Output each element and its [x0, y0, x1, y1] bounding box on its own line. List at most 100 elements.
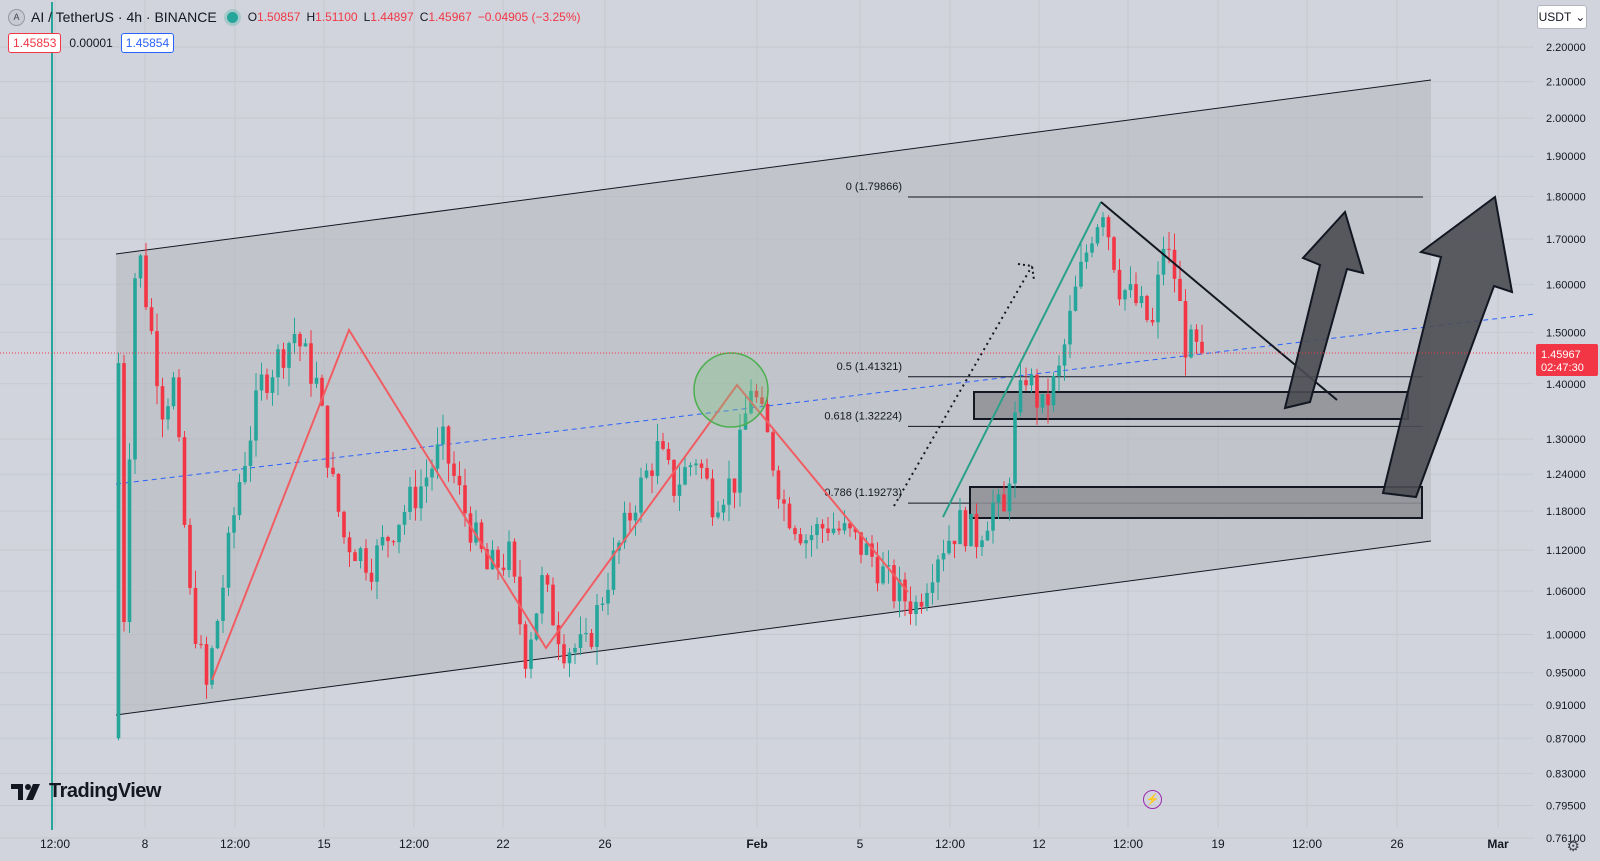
- x-tick-label: 12:00: [1292, 837, 1322, 851]
- close-value: 1.45967: [428, 10, 472, 24]
- symbol-title[interactable]: AI / TetherUS · 4h · BINANCE: [31, 9, 217, 25]
- candle: [138, 254, 143, 288]
- candle: [1057, 355, 1061, 392]
- candle: [870, 535, 874, 568]
- candle: [963, 506, 968, 552]
- support-zone-lower[interactable]: [969, 486, 1423, 519]
- candle: [919, 593, 924, 614]
- x-tick-label: 12:00: [40, 837, 70, 851]
- candle: [1095, 224, 1100, 247]
- candle: [243, 452, 247, 485]
- candle: [974, 503, 979, 559]
- channel-lower-line[interactable]: [115, 540, 1432, 716]
- candle: [160, 377, 165, 438]
- bar-countdown: 02:47:30: [1541, 362, 1584, 374]
- currency-selector[interactable]: USDT ⌄: [1537, 5, 1587, 29]
- candle: [831, 512, 836, 536]
- candle: [760, 386, 764, 407]
- y-tick-label: 1.60000: [1546, 279, 1586, 291]
- x-tick-label: 8: [142, 837, 149, 851]
- fib-level-label: 0 (1.79866): [846, 181, 902, 193]
- candle: [336, 473, 341, 518]
- candle: [452, 451, 456, 484]
- candle: [419, 469, 423, 521]
- candle: [402, 504, 407, 535]
- candle: [1013, 401, 1017, 498]
- candle: [507, 530, 511, 578]
- dotted-projection-arrow[interactable]: [893, 265, 1033, 507]
- candle: [369, 558, 374, 591]
- market-open-status-icon: [226, 11, 238, 23]
- price-axis: 2.20000 2.10000 2.00000 1.90000 1.80000 1.700…: [1534, 0, 1600, 861]
- candle: [199, 635, 203, 649]
- candle: [281, 342, 286, 379]
- lightning-icon[interactable]: ⚡: [1143, 790, 1162, 809]
- x-tick-label: 12: [1032, 837, 1046, 851]
- candle: [837, 520, 841, 535]
- candle: [820, 519, 825, 544]
- candle: [331, 452, 335, 477]
- y-tick-label: 1.30000: [1546, 434, 1586, 446]
- support-zone-upper[interactable]: [973, 391, 1409, 420]
- candle: [215, 619, 220, 650]
- candle: [952, 540, 957, 558]
- candle: [204, 636, 209, 699]
- candle: [875, 542, 880, 592]
- candle: [1051, 372, 1056, 412]
- candle: [1062, 338, 1067, 381]
- tradingview-logo[interactable]: TradingView: [11, 780, 161, 803]
- candle: [793, 525, 797, 541]
- candle: [265, 368, 269, 400]
- candle: [1035, 368, 1039, 425]
- candle: [1150, 307, 1155, 326]
- channel-mid-line[interactable]: [115, 308, 1578, 485]
- gear-icon[interactable]: ⚙: [1566, 838, 1580, 855]
- currency-value: USDT: [1538, 10, 1572, 24]
- candle: [518, 559, 522, 635]
- last-price-value: 1.45967: [1541, 349, 1581, 361]
- buy-price-button[interactable]: 1.45854: [120, 33, 175, 53]
- candle: [347, 531, 352, 567]
- candle: [1029, 368, 1034, 393]
- bullish-arrow-large[interactable]: [1381, 195, 1514, 499]
- ohlc-values: O1.50857 H1.51100 L1.44897 C1.45967 −0.0…: [247, 10, 581, 24]
- candle: [210, 645, 214, 689]
- candle: [732, 478, 737, 509]
- candle: [474, 510, 478, 546]
- candle: [991, 489, 995, 544]
- candle: [633, 505, 638, 536]
- candle: [1106, 215, 1111, 251]
- highlight-circle[interactable]: [693, 352, 769, 428]
- ascending-channel[interactable]: [116, 80, 1431, 715]
- candle: [177, 369, 181, 442]
- candle: [276, 344, 280, 396]
- candle: [435, 427, 440, 479]
- candle: [1128, 266, 1133, 298]
- candle: [1112, 235, 1116, 273]
- candle: [155, 313, 159, 405]
- y-tick-label: 1.24000: [1546, 469, 1586, 481]
- impulse-wave-line[interactable]: [942, 201, 1102, 518]
- candle: [1090, 236, 1094, 258]
- zigzag-pattern[interactable]: [211, 327, 909, 681]
- candle: [567, 648, 572, 677]
- y-tick-label: 1.90000: [1546, 151, 1586, 163]
- bullish-arrow-small[interactable]: [1283, 210, 1365, 410]
- candle: [815, 517, 819, 549]
- candle: [496, 546, 500, 580]
- candle: [1046, 378, 1050, 424]
- candle: [694, 458, 698, 475]
- candle: [259, 362, 264, 401]
- candle: [655, 423, 660, 485]
- candle: [969, 513, 973, 547]
- channel-upper-line[interactable]: [115, 79, 1432, 255]
- candle: [446, 425, 451, 482]
- x-tick-label: 5: [857, 837, 864, 851]
- sell-price-button[interactable]: 1.45853: [8, 33, 62, 53]
- candle: [710, 469, 715, 526]
- high-value: 1.51100: [315, 10, 358, 24]
- candle: [738, 413, 742, 507]
- y-tick-label: 0.76100: [1546, 833, 1586, 845]
- candle: [303, 338, 308, 347]
